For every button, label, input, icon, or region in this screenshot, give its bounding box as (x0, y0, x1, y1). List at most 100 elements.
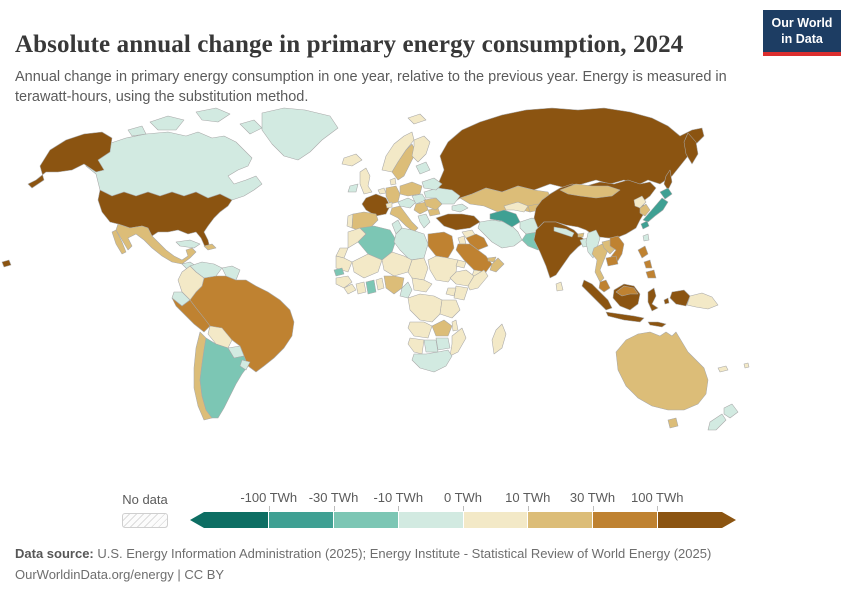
country-nepal[interactable] (553, 226, 575, 238)
country-malaysia-peninsula[interactable] (598, 279, 611, 293)
legend-bin-4[interactable] (463, 512, 529, 528)
country-malawi[interactable] (451, 319, 459, 332)
country-china[interactable] (533, 179, 657, 239)
country-australia[interactable] (615, 331, 709, 411)
country-togo-benin[interactable] (375, 277, 385, 291)
country-guyanas[interactable] (221, 265, 241, 281)
country-romania[interactable] (423, 197, 443, 211)
country-mali[interactable] (351, 253, 383, 279)
country-ireland[interactable] (347, 183, 359, 193)
country-fiji[interactable] (743, 362, 750, 369)
country-svalbard[interactable] (407, 113, 427, 125)
legend-bin-3[interactable] (398, 512, 464, 528)
country-baltics[interactable] (415, 161, 431, 175)
country-mexico[interactable] (115, 223, 197, 265)
country-dr-congo[interactable] (407, 293, 443, 323)
country-ghana[interactable] (365, 279, 377, 295)
country-poland[interactable] (399, 181, 423, 197)
country-new-zealand-south[interactable] (707, 413, 727, 431)
legend-bin-0[interactable] (204, 512, 269, 528)
country-hispaniola[interactable] (203, 243, 217, 251)
country-uganda[interactable] (445, 287, 457, 297)
country-philippines-visayas[interactable] (643, 259, 653, 269)
country-mauritania[interactable] (335, 255, 353, 273)
country-libya[interactable] (393, 227, 429, 261)
country-turkmenistan[interactable] (489, 209, 521, 228)
country-czech-austria[interactable] (397, 197, 417, 209)
country-japan-honshu[interactable] (642, 197, 669, 223)
country-zambia[interactable] (431, 319, 453, 337)
country-eritrea[interactable] (455, 259, 467, 269)
country-indonesia-maluku[interactable] (663, 297, 670, 305)
country-sri-lanka[interactable] (555, 281, 564, 292)
country-sudan[interactable] (427, 255, 459, 283)
country-italy[interactable] (389, 205, 419, 233)
country-ukraine[interactable] (423, 187, 461, 205)
country-finland[interactable] (411, 135, 431, 163)
country-benelux[interactable] (377, 187, 387, 195)
country-serbia-balkans[interactable] (413, 201, 429, 215)
country-germany[interactable] (385, 185, 401, 205)
country-botswana[interactable] (423, 339, 439, 353)
country-uruguay[interactable] (239, 359, 251, 371)
legend-bin-2[interactable] (333, 512, 399, 528)
legend-bin-1[interactable] (268, 512, 334, 528)
country-australia-tasmania[interactable] (667, 417, 679, 429)
country-japan-hokkaido[interactable] (659, 187, 673, 200)
country-philippines-mindanao[interactable] (645, 269, 657, 279)
country-caucasus[interactable] (451, 203, 469, 213)
country-indonesia-west-papua[interactable] (669, 289, 691, 307)
country-new-caledonia[interactable] (717, 365, 729, 373)
country-russia-sakhalin[interactable] (663, 169, 673, 191)
country-bhutan[interactable] (577, 232, 585, 238)
country-egypt[interactable] (427, 231, 455, 259)
country-cameroon[interactable] (399, 281, 413, 299)
country-new-zealand-north[interactable] (723, 403, 739, 419)
country-madagascar[interactable] (491, 323, 507, 355)
country-sierra-leone-liberia[interactable] (343, 283, 357, 295)
country-spain[interactable] (351, 211, 379, 231)
country-russia-kamchatka[interactable] (683, 132, 699, 165)
country-malaysia-borneo[interactable] (615, 285, 639, 297)
legend-bin-5[interactable] (528, 512, 594, 528)
country-namibia[interactable] (407, 337, 425, 355)
country-usa-alaska[interactable] (27, 131, 113, 189)
country-senegal[interactable] (333, 267, 345, 277)
country-philippines-luzon[interactable] (637, 245, 649, 259)
country-mongolia[interactable] (559, 183, 621, 199)
country-oman[interactable] (489, 257, 505, 273)
country-greenland[interactable] (261, 107, 339, 161)
country-denmark[interactable] (389, 177, 397, 186)
country-mexico-baja[interactable] (111, 229, 127, 255)
license-line[interactable]: OurWorldinData.org/energy | CC BY (15, 564, 835, 585)
country-uae[interactable] (487, 256, 497, 263)
country-greece[interactable] (417, 213, 431, 229)
country-south-africa[interactable] (411, 349, 453, 373)
country-indonesia-sumatra[interactable] (581, 279, 613, 311)
country-colombia[interactable] (177, 265, 205, 301)
country-tanzania[interactable] (439, 299, 461, 319)
country-iran[interactable] (477, 219, 523, 249)
country-belarus[interactable] (421, 177, 443, 191)
country-india[interactable] (533, 221, 587, 279)
legend-bin-7[interactable] (658, 512, 722, 528)
country-cuba[interactable] (175, 239, 201, 249)
country-israel-jordan[interactable] (457, 235, 467, 245)
country-north-korea[interactable] (633, 195, 647, 209)
country-cambodia[interactable] (605, 255, 619, 267)
country-canada-arctic-3[interactable] (239, 119, 263, 135)
country-central-african-republic[interactable] (411, 277, 433, 293)
country-turkey[interactable] (435, 213, 481, 231)
country-papua-new-guinea[interactable] (686, 292, 719, 310)
country-japan-kyushu[interactable] (640, 220, 650, 230)
country-canada[interactable] (85, 131, 263, 201)
owid-link[interactable]: OurWorldinData.org/energy | CC BY (15, 567, 225, 582)
country-indonesia-lesser-sunda[interactable] (647, 321, 667, 328)
country-indonesia-sulawesi[interactable] (647, 287, 659, 312)
country-france[interactable] (361, 193, 391, 217)
country-south-korea[interactable] (639, 203, 651, 217)
country-zimbabwe[interactable] (435, 337, 451, 351)
country-uzbekistan[interactable] (503, 201, 529, 213)
country-canada-arctic-2[interactable] (195, 107, 231, 123)
country-angola[interactable] (407, 321, 433, 339)
